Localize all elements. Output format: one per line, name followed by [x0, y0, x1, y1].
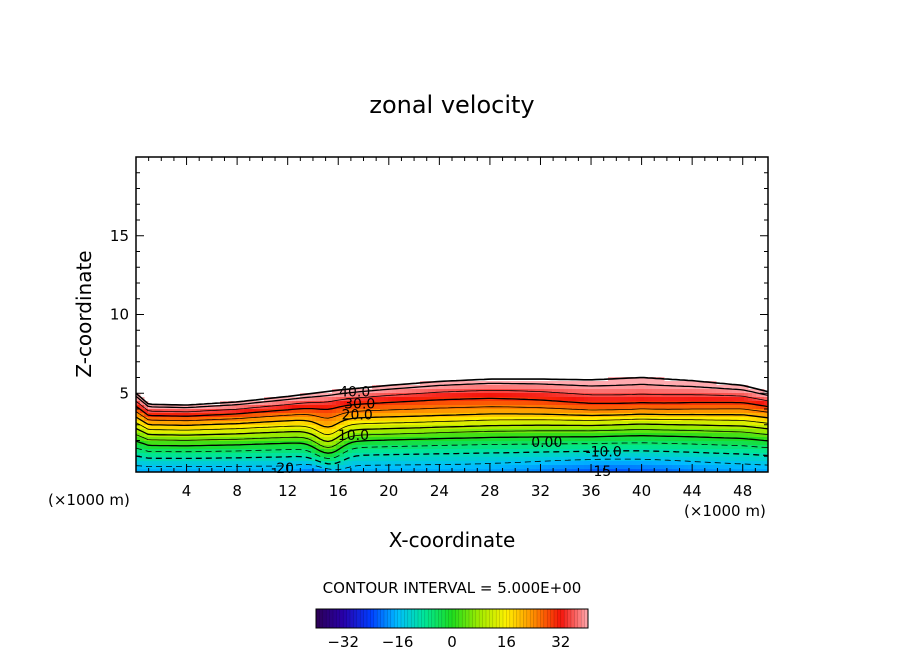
contour-line	[136, 458, 768, 471]
contour-line	[136, 413, 768, 428]
contour-label: -20	[271, 461, 294, 477]
contour-label: -10.0	[586, 445, 622, 461]
x-unit-right: (×1000 m)	[684, 502, 766, 520]
contour-line	[136, 442, 768, 459]
colorbar: −32 −16 0 16 32	[315, 608, 589, 651]
contour-lines	[136, 376, 768, 471]
x-tick-label: 32	[531, 482, 550, 500]
y-tick-label: 5	[119, 384, 129, 402]
chart-title: zonal velocity	[369, 91, 534, 119]
contour-label: 10.0	[338, 428, 369, 444]
x-axis-label: X-coordinate	[389, 528, 516, 552]
colorbar-tick-label: 32	[551, 633, 570, 651]
contour-label: 30.0	[344, 396, 375, 412]
colorbar-tick-label: 0	[447, 633, 457, 651]
contour-line	[136, 423, 768, 443]
contour-line	[136, 429, 768, 448]
colorbar-tick-label: 16	[497, 633, 516, 651]
x-tick-label: 4	[182, 482, 192, 500]
colorbar-tick-label: −16	[382, 633, 414, 651]
contour-line	[136, 382, 768, 409]
contour-label: 20.0	[342, 408, 373, 424]
contour-label: 0.00	[531, 435, 562, 451]
contour-line	[136, 450, 768, 465]
x-tick-label: 48	[733, 482, 752, 500]
colorbar-tick-label: −32	[327, 633, 359, 651]
y-tick-label: 10	[110, 306, 129, 324]
contour-line	[136, 406, 768, 422]
contour-line	[136, 389, 768, 413]
y-axis-label: Z-coordinate	[72, 250, 96, 377]
x-tick-label: 40	[632, 482, 651, 500]
x-tick-label: 36	[581, 482, 600, 500]
x-tick-label: 20	[379, 482, 398, 500]
y-tick-label: 15	[110, 227, 129, 245]
x-tick-label: 44	[683, 482, 702, 500]
contour-label: 40.0	[339, 385, 370, 401]
contour-interval-note: CONTOUR INTERVAL = 5.000E+00	[323, 579, 582, 597]
jet-outline	[136, 376, 768, 406]
x-tick-label: 28	[480, 482, 499, 500]
contour-line	[136, 418, 768, 436]
x-tick-label: 16	[329, 482, 348, 500]
x-tick-label: 8	[232, 482, 242, 500]
contour-line	[136, 435, 768, 454]
x-unit-left: (×1000 m)	[48, 491, 130, 509]
x-tick-label: 12	[278, 482, 297, 500]
colorbar-frame	[315, 608, 589, 629]
contour-line	[136, 397, 768, 417]
x-tick-label: 24	[430, 482, 449, 500]
